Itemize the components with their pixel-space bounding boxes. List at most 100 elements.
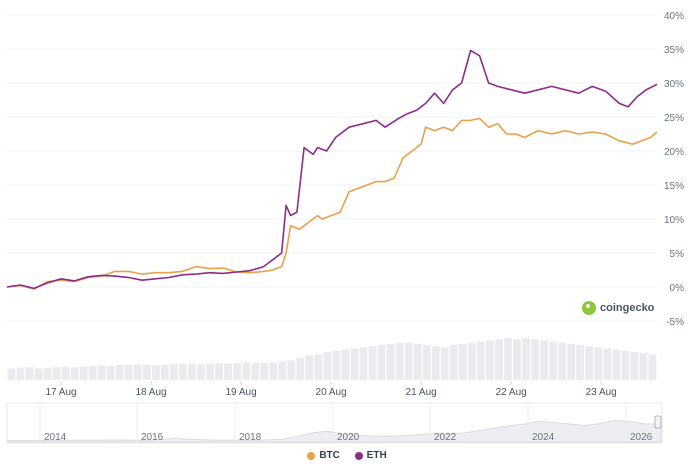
navigator-area <box>7 419 662 443</box>
volume-bar <box>188 363 196 380</box>
volume-bar <box>7 368 16 380</box>
chart-legend: BTC ETH <box>0 450 694 461</box>
volume-bar <box>179 363 187 380</box>
navigator-tick-label: 2022 <box>434 432 457 443</box>
y-tick-label: 40% <box>664 11 684 22</box>
volume-bar <box>350 348 359 380</box>
volume-bar <box>621 350 630 380</box>
navigator-tick-label: 2020 <box>337 432 360 443</box>
volume-bar <box>540 340 548 380</box>
y-tick-label: 35% <box>664 45 684 56</box>
volume-bar <box>34 368 43 380</box>
legend-label-eth: ETH <box>366 450 387 461</box>
volume-bar <box>440 347 449 380</box>
volume-bar <box>413 343 422 380</box>
legend-item-btc[interactable]: BTC <box>307 450 340 461</box>
volume-bar <box>395 342 404 380</box>
volume-bar <box>124 364 133 380</box>
navigator-tick-label: 2024 <box>532 432 555 443</box>
volume-bar <box>251 363 260 380</box>
volume-bar <box>558 342 567 380</box>
volume-bar <box>594 347 603 380</box>
volume-bar <box>224 363 232 380</box>
volume-bar <box>206 363 214 380</box>
navigator-tick-label: 2026 <box>630 432 653 443</box>
volume-bar <box>368 346 377 380</box>
volume-bar <box>142 364 151 380</box>
volume-bar <box>16 367 25 380</box>
volume-bar <box>332 350 341 380</box>
x-axis-ticks: 17 Aug 18 Aug 19 Aug 20 Aug 21 Aug 22 Aug 23 A… <box>45 381 617 398</box>
navigator-tick-label: 2018 <box>239 432 262 443</box>
volume-bar <box>25 367 34 380</box>
volume-bar <box>269 362 278 380</box>
series-line-eth[interactable] <box>6 49 658 290</box>
volume-bar <box>287 360 296 380</box>
legend-item-eth[interactable]: ETH <box>354 450 387 461</box>
y-tick-label: 25% <box>664 113 684 124</box>
volume-bar <box>43 367 52 380</box>
x-tick-label: 18 Aug <box>135 387 166 398</box>
navigator-tick-label: 2016 <box>141 432 164 443</box>
volume-bar <box>612 349 621 380</box>
volume-bar <box>88 366 97 380</box>
x-tick-label: 17 Aug <box>45 387 76 398</box>
volume-bar <box>151 365 160 380</box>
volume-bar <box>522 338 530 380</box>
volume-bar <box>242 362 251 380</box>
volume-bar <box>296 357 305 380</box>
watermark-text: coingecko <box>600 302 655 314</box>
volume-bar <box>467 342 476 380</box>
volume-bar <box>485 340 494 380</box>
volume-bar <box>70 367 79 380</box>
y-axis-ticks: 40% 35% 30% 25% 20% 15% 10% 5% 0% -5% <box>664 11 684 328</box>
volume-bar <box>639 353 648 380</box>
volume-bar <box>260 362 269 380</box>
volume-bars <box>7 338 657 380</box>
volume-bar <box>576 345 585 380</box>
volume-bar <box>648 354 657 380</box>
x-tick-label: 19 Aug <box>225 387 256 398</box>
volume-bar <box>513 339 521 380</box>
volume-bar <box>106 366 115 380</box>
volume-bar <box>52 367 61 380</box>
series-lines[interactable] <box>6 49 658 290</box>
grid-lines <box>7 14 657 322</box>
x-tick-label: 21 Aug <box>406 387 437 398</box>
volume-bar <box>531 339 539 380</box>
volume-bar <box>170 364 178 380</box>
legend-label-btc: BTC <box>319 450 340 461</box>
volume-bar <box>61 366 70 380</box>
y-tick-label: 0% <box>670 283 685 294</box>
volume-bar <box>97 365 106 380</box>
volume-bar <box>549 341 557 380</box>
y-tick-label: 20% <box>664 147 684 158</box>
x-tick-label: 20 Aug <box>316 387 347 398</box>
volume-bar <box>476 341 485 380</box>
volume-bar <box>323 352 332 380</box>
series-line-btc[interactable] <box>6 117 658 290</box>
eth-color-dot <box>354 451 363 460</box>
volume-bar <box>504 338 512 380</box>
y-tick-label: 5% <box>670 249 685 260</box>
volume-bar <box>386 343 395 380</box>
x-tick-label: 23 Aug <box>586 387 617 398</box>
volume-bar <box>603 348 612 380</box>
volume-bar <box>404 342 413 380</box>
x-tick-label: 22 Aug <box>496 387 527 398</box>
btc-color-dot <box>307 451 316 460</box>
volume-bar <box>341 349 350 380</box>
volume-bar <box>115 364 124 380</box>
y-tick-label: 15% <box>664 181 684 192</box>
volume-bar <box>359 347 368 380</box>
volume-bar <box>314 354 323 380</box>
volume-bar <box>305 355 314 380</box>
navigator-handle[interactable] <box>654 415 662 429</box>
volume-bar <box>377 345 386 380</box>
range-navigator[interactable]: 2014 2016 2018 2020 2022 2024 2026 <box>6 402 663 444</box>
volume-bar <box>422 345 431 380</box>
y-tick-label: 10% <box>664 215 684 226</box>
y-tick-label: -5% <box>666 317 684 328</box>
volume-bar <box>495 339 503 380</box>
